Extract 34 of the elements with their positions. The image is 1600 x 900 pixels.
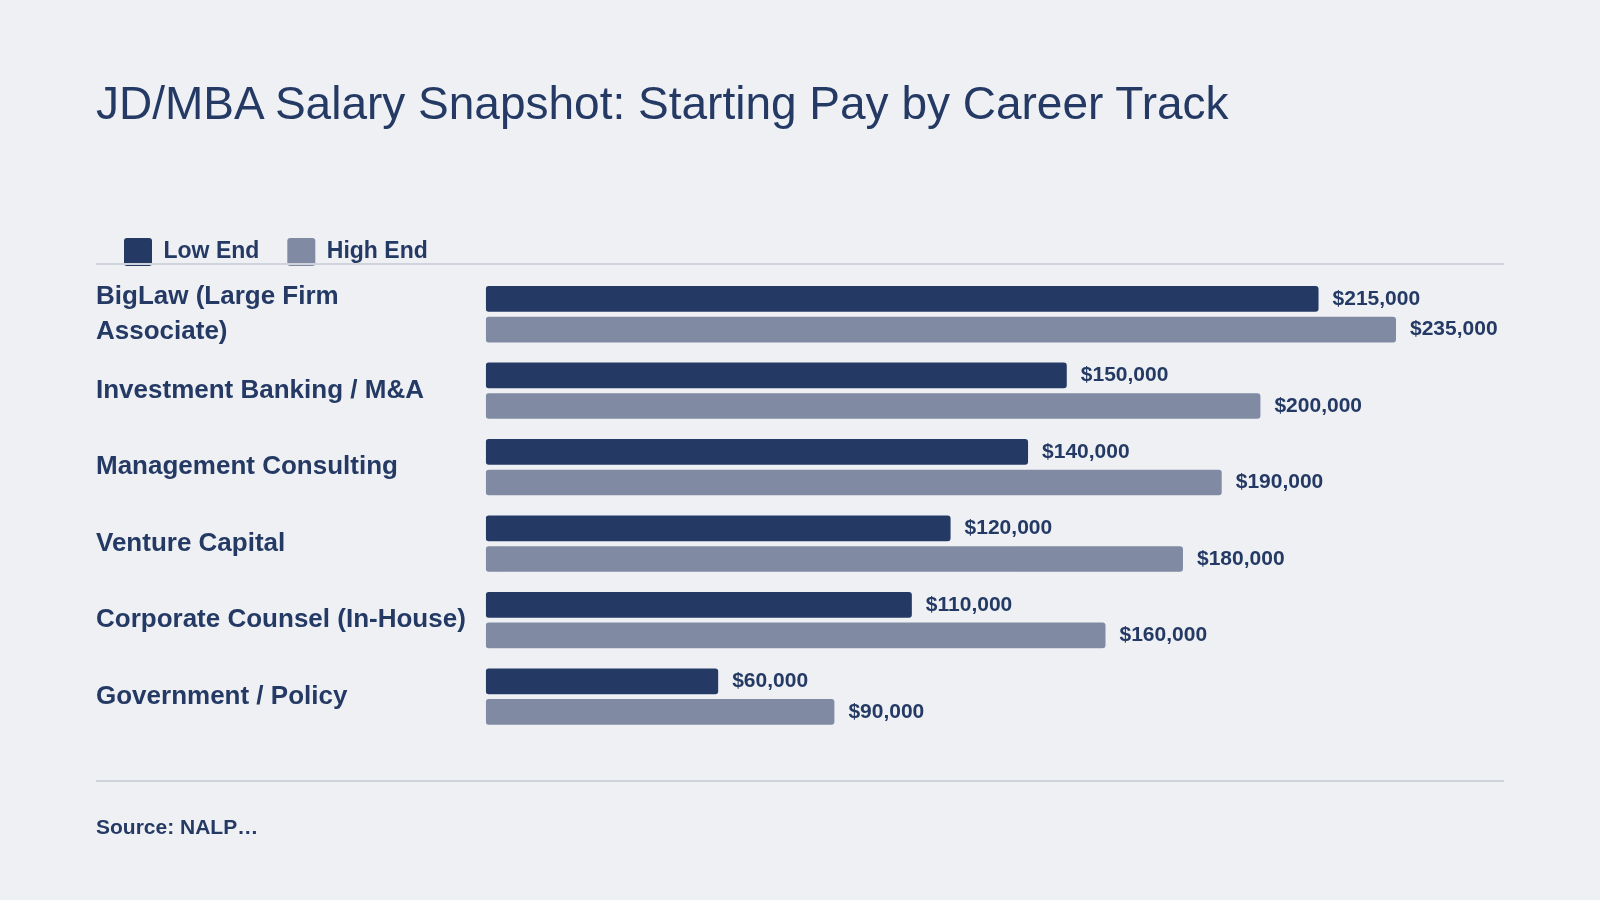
data-label: $110,000: [925, 591, 1013, 615]
chart-title: JD/MBA Salary Snapshot: Starting Pay by Career Track: [96, 76, 1230, 131]
legend-label: Low End: [163, 237, 260, 264]
y-tick-label: Investment Banking / M&A: [96, 373, 425, 404]
data-label: $150,000: [1080, 362, 1169, 386]
legend-label: High End: [326, 237, 428, 264]
data-label: $90,000: [848, 698, 925, 722]
bar: [485, 362, 1067, 389]
bar: [485, 546, 1183, 572]
source-note: Source: NALP…: [96, 815, 259, 839]
data-label: $180,000: [1196, 545, 1285, 569]
data-label: $140,000: [1042, 438, 1130, 462]
bar: [485, 668, 719, 695]
data-label: $60,000: [732, 668, 809, 692]
data-label: $200,000: [1274, 392, 1363, 416]
bar: [485, 592, 912, 618]
bar: [485, 469, 1222, 496]
bar: [485, 699, 835, 725]
bar: [485, 515, 951, 542]
data-label: $160,000: [1119, 622, 1208, 646]
y-tick-label: BigLaw (Large Firm Associate): [96, 279, 339, 345]
y-tick-label: Venture Capital: [96, 526, 286, 557]
data-label: $235,000: [1410, 316, 1498, 340]
data-label: $190,000: [1235, 469, 1324, 493]
data-label: $120,000: [964, 515, 1053, 539]
bar: [485, 622, 1106, 649]
y-tick-label: Corporate Counsel (In-House): [96, 603, 466, 634]
y-tick-label: Management Consulting: [96, 450, 398, 481]
y-tick-label: Government / Policy: [96, 679, 348, 710]
bar: [485, 316, 1396, 343]
bar: [485, 393, 1261, 419]
bar: [485, 286, 1319, 312]
data-label: $215,000: [1332, 285, 1421, 309]
bar: [485, 439, 1029, 465]
